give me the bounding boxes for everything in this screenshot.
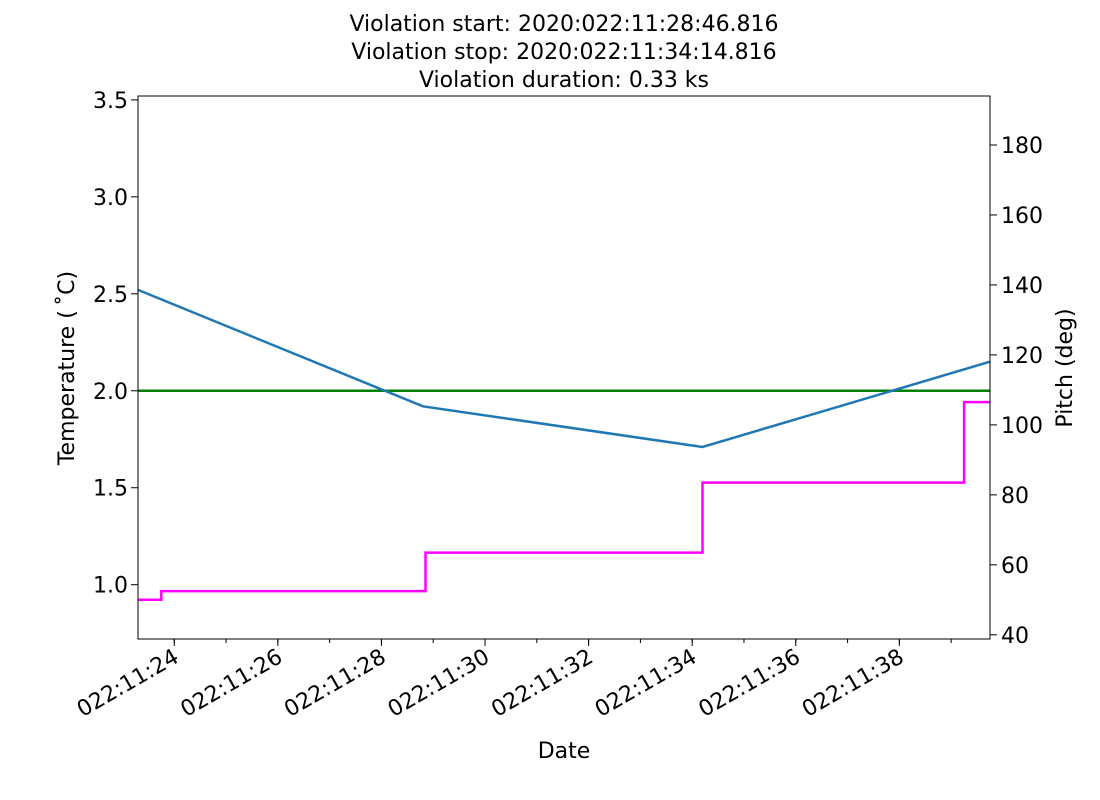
chart-title: Violation start: 2020:022:11:28:46.816 V… — [349, 12, 778, 93]
y-right-tick-label: 60 — [1001, 554, 1029, 579]
y-right-tick-label: 80 — [1001, 484, 1029, 509]
y-left-tick-label: 2.5 — [93, 283, 128, 308]
x-tick-label: 022:11:24 — [73, 645, 183, 723]
y-left-tick-label: 1.0 — [93, 574, 128, 599]
x-tick-label: 022:11:26 — [177, 645, 287, 723]
x-tick-label: 022:11:38 — [798, 645, 908, 723]
plot-area — [137, 288, 991, 602]
x-tick-label: 022:11:36 — [695, 645, 805, 723]
y-right-tick-label: 180 — [1001, 134, 1043, 159]
y-left-tick-label: 3.0 — [93, 186, 128, 211]
y-right-tick-label: 40 — [1001, 624, 1029, 649]
y-axis-right: 40 60 80 100 120 140 160 180 — [990, 134, 1043, 649]
title-line-2: Violation stop: 2020:022:11:34:14.816 — [351, 40, 776, 65]
series-pitch-line — [138, 400, 990, 602]
x-tick-label: 022:11:30 — [384, 645, 494, 723]
y-right-tick-label: 160 — [1001, 204, 1043, 229]
y-right-tick-label: 100 — [1001, 414, 1043, 439]
axes-frame — [137, 95, 991, 640]
x-tick-label: 022:11:34 — [591, 645, 701, 723]
y-left-tick-label: 2.0 — [93, 380, 128, 405]
title-line-3: Violation duration: 0.33 ks — [419, 68, 709, 93]
x-axis-title: Date — [538, 739, 591, 764]
x-tick-label: 022:11:28 — [280, 645, 390, 723]
y-axis-left: 1.0 1.5 2.0 2.5 3.0 3.5 — [93, 89, 138, 599]
y-left-tick-label: 1.5 — [93, 477, 128, 502]
x-axis: 022:11:24022:11:26022:11:28022:11:30022:… — [73, 639, 952, 723]
title-line-1: Violation start: 2020:022:11:28:46.816 — [349, 12, 778, 37]
y-right-tick-label: 140 — [1001, 274, 1043, 299]
y-axis-right-title: Pitch (deg) — [1053, 308, 1078, 427]
x-tick-label: 022:11:32 — [487, 645, 597, 723]
y-right-tick-label: 120 — [1001, 344, 1043, 369]
y-left-tick-label: 3.5 — [93, 89, 128, 114]
series-temperature-line — [137, 288, 991, 449]
y-axis-left-title: Temperature ( ˚C) — [55, 271, 80, 466]
